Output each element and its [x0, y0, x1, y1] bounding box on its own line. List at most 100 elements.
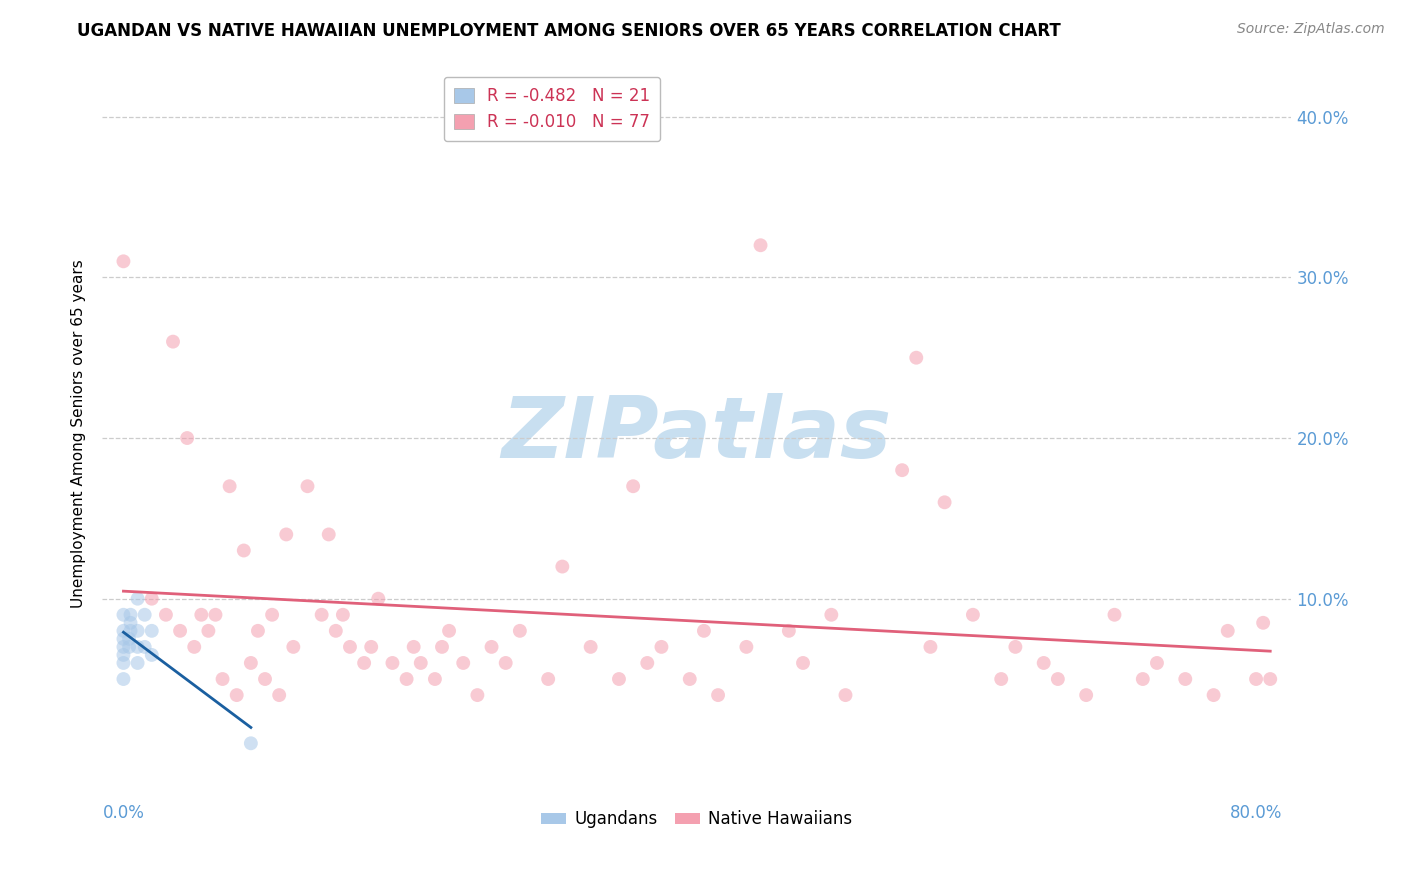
Point: [934, 495, 956, 509]
Point: [395, 672, 418, 686]
Point: [112, 607, 135, 622]
Point: [1216, 624, 1239, 638]
Point: [325, 624, 347, 638]
Point: [141, 624, 163, 638]
Point: [204, 607, 226, 622]
Point: [891, 463, 914, 477]
Point: [1004, 640, 1026, 654]
Point: [1146, 656, 1168, 670]
Point: [283, 640, 305, 654]
Point: [1104, 607, 1126, 622]
Point: [509, 624, 531, 638]
Point: [360, 640, 382, 654]
Point: [636, 656, 658, 670]
Point: [246, 624, 269, 638]
Point: [112, 672, 135, 686]
Point: [169, 624, 191, 638]
Point: [1244, 672, 1267, 686]
Point: [607, 672, 630, 686]
Text: Source: ZipAtlas.com: Source: ZipAtlas.com: [1237, 22, 1385, 37]
Point: [141, 648, 163, 662]
Text: ZIPatlas: ZIPatlas: [502, 392, 891, 475]
Point: [127, 624, 149, 638]
Point: [297, 479, 319, 493]
Point: [112, 624, 135, 638]
Point: [225, 688, 247, 702]
Point: [112, 254, 135, 268]
Point: [239, 736, 262, 750]
Point: [1202, 688, 1225, 702]
Text: UGANDAN VS NATIVE HAWAIIAN UNEMPLOYMENT AMONG SENIORS OVER 65 YEARS CORRELATION : UGANDAN VS NATIVE HAWAIIAN UNEMPLOYMENT …: [77, 22, 1062, 40]
Point: [155, 607, 177, 622]
Point: [402, 640, 425, 654]
Point: [112, 648, 135, 662]
Point: [423, 672, 446, 686]
Point: [551, 559, 574, 574]
Point: [1174, 672, 1197, 686]
Point: [127, 656, 149, 670]
Point: [621, 479, 644, 493]
Point: [537, 672, 560, 686]
Point: [176, 431, 198, 445]
Point: [112, 632, 135, 646]
Point: [693, 624, 716, 638]
Point: [650, 640, 672, 654]
Point: [834, 688, 856, 702]
Point: [430, 640, 453, 654]
Point: [381, 656, 404, 670]
Point: [437, 624, 460, 638]
Point: [211, 672, 233, 686]
Point: [749, 238, 772, 252]
Point: [120, 624, 142, 638]
Point: [269, 688, 291, 702]
Point: [120, 607, 142, 622]
Point: [905, 351, 928, 365]
Point: [311, 607, 333, 622]
Point: [467, 688, 489, 702]
Point: [481, 640, 503, 654]
Point: [162, 334, 184, 349]
Y-axis label: Unemployment Among Seniors over 65 years: Unemployment Among Seniors over 65 years: [72, 260, 86, 608]
Point: [120, 615, 142, 630]
Point: [920, 640, 942, 654]
Point: [962, 607, 984, 622]
Point: [495, 656, 517, 670]
Legend: Ugandans, Native Hawaiians: Ugandans, Native Hawaiians: [534, 804, 859, 835]
Point: [112, 656, 135, 670]
Point: [792, 656, 814, 670]
Point: [262, 607, 284, 622]
Point: [778, 624, 800, 638]
Point: [190, 607, 212, 622]
Point: [218, 479, 240, 493]
Point: [339, 640, 361, 654]
Point: [112, 640, 135, 654]
Point: [239, 656, 262, 670]
Point: [451, 656, 474, 670]
Point: [134, 640, 156, 654]
Point: [367, 591, 389, 606]
Point: [579, 640, 602, 654]
Point: [1251, 615, 1274, 630]
Point: [1046, 672, 1069, 686]
Point: [707, 688, 730, 702]
Point: [276, 527, 298, 541]
Point: [197, 624, 219, 638]
Point: [183, 640, 205, 654]
Point: [353, 656, 375, 670]
Point: [1258, 672, 1281, 686]
Point: [1132, 672, 1154, 686]
Point: [679, 672, 702, 686]
Point: [1032, 656, 1054, 670]
Point: [409, 656, 432, 670]
Point: [134, 607, 156, 622]
Point: [332, 607, 354, 622]
Point: [118, 632, 141, 646]
Point: [118, 640, 141, 654]
Point: [253, 672, 276, 686]
Point: [127, 591, 149, 606]
Point: [232, 543, 254, 558]
Point: [127, 640, 149, 654]
Point: [990, 672, 1012, 686]
Point: [735, 640, 758, 654]
Point: [820, 607, 842, 622]
